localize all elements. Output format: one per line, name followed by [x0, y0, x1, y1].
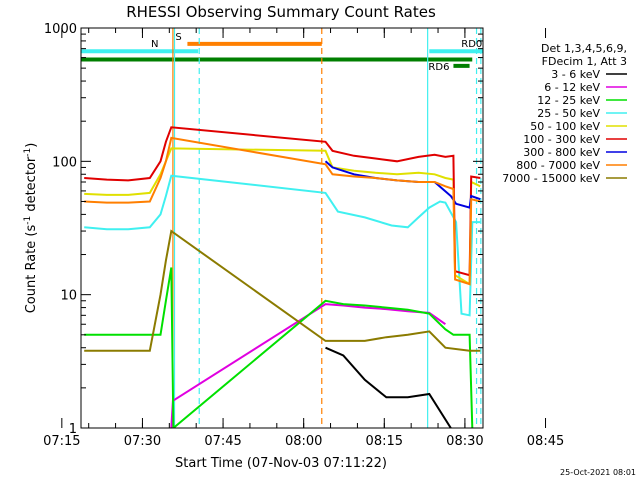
y-axis-label-end: ) [24, 143, 39, 148]
x-tick-label: 08:15 [366, 434, 403, 449]
series-25-50-kev [84, 174, 481, 317]
flag-label-rd6: RD6 [428, 62, 449, 73]
x-tick-label: 07:30 [124, 434, 161, 449]
legend-label-800-7000-kev: 800 - 7000 keV [516, 159, 600, 172]
legend-label-7000-15000-kev: 7000 - 15000 keV [502, 172, 600, 185]
y-tick-label: 10 [60, 289, 77, 304]
x-tick-label: 08:45 [527, 434, 564, 449]
series-800-7000-kev [84, 136, 481, 286]
flag-label-n: N [151, 39, 158, 50]
legend-label-50-100-kev: 50 - 100 keV [530, 120, 600, 133]
legend-label-3-6-kev: 3 - 6 keV [551, 68, 600, 81]
chart-title: RHESSI Observing Summary Count Rates [126, 3, 436, 21]
y-axis-label-sup1: -1 [23, 216, 33, 225]
x-axis-label: Start Time (07-Nov-03 07:11:22) [175, 456, 387, 471]
date-stamp: 25-Oct-2021 08:01 [560, 468, 636, 477]
legend-label-6-12-kev: 6 - 12 keV [544, 81, 600, 94]
y-tick-label: 1000 [44, 22, 77, 37]
legend-label-12-25-kev: 12 - 25 keV [537, 94, 600, 107]
legend-label-25-50-kev: 25 - 50 keV [537, 107, 600, 120]
flag-label-s: S [175, 32, 181, 43]
plot-frame [80, 27, 484, 429]
legend-label-300-800-kev: 300 - 800 keV [523, 146, 600, 159]
y-axis-label-mid: detector [24, 156, 39, 216]
legend-label-100-300-kev: 100 - 300 keV [523, 133, 600, 146]
x-tick-label: 08:00 [285, 434, 322, 449]
legend-header-1: Det 1,3,4,5,6,9, [541, 42, 627, 55]
flag-label-rd0: RD0 [461, 39, 482, 50]
y-axis-label-sup2: -1 [23, 148, 33, 157]
series-3-6-kev [325, 346, 452, 428]
y-tick-label: 100 [52, 155, 77, 170]
x-tick-label: 07:15 [43, 434, 80, 449]
y-axis-label-main: Count Rate (s [24, 225, 39, 314]
legend: Det 1,3,4,5,6,9, FDecim 1, Att 3 3 - 6 k… [502, 42, 627, 185]
y-axis-label: Count Rate (s-1 detector-1) [23, 143, 39, 314]
y-tick-label: 1 [69, 422, 77, 437]
series-12-25-kev [84, 267, 474, 428]
series-7000-15000-kev [84, 229, 481, 352]
x-tick-label: 08:30 [446, 434, 483, 449]
x-tick-label: 07:45 [204, 434, 241, 449]
legend-header-2: FDecim 1, Att 3 [542, 55, 627, 68]
